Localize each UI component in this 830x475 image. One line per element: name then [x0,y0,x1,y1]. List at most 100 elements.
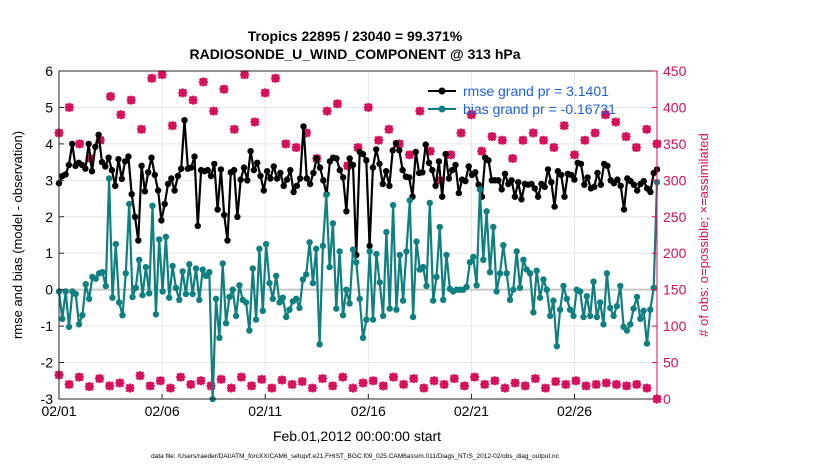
rmse-point [647,188,654,196]
rmse-point [313,155,320,162]
rmse-point [432,182,439,189]
bias-point [493,288,500,295]
legend-bias-label: bias grand pr = -0.16731 [463,101,616,117]
rmse-point [396,147,403,154]
bias-point [623,327,631,334]
rmse-point [62,171,69,178]
rmse-point [98,158,106,166]
obs-assimilated-point [600,110,610,120]
obs-assimilated-point [642,124,652,134]
obs-assimilated-point [510,378,520,388]
bias-point [319,242,327,250]
bias-point [473,282,480,289]
obs-assimilated-point [209,106,219,116]
rmse-point [386,182,393,189]
bias-point [560,282,567,290]
obs-assimilated-point [188,95,198,105]
rmse-point [135,237,142,244]
x-tick-label: 02/11 [248,403,282,419]
obs-assimilated-point [257,374,267,384]
bias-point [329,220,337,227]
obs-assimilated-point [405,150,415,160]
bias-point [219,260,226,267]
bias-point [349,246,357,253]
obs-assimilated-point [136,124,146,134]
rmse-point [594,169,601,177]
bias-point [516,284,524,291]
bias-point [476,186,484,193]
obs-assimilated-point [178,88,188,98]
obs-assimilated-point [95,374,105,384]
obs-assimilated-point [116,110,126,120]
obs-assimilated-point [528,128,538,138]
bias-point [122,270,129,277]
bias-point [249,265,256,272]
y-left-tick-label: 6 [45,63,53,79]
bias-point [172,284,180,291]
bias-point [510,286,517,293]
rmse-point [597,181,604,188]
obs-assimilated-point [611,379,621,389]
bias-point [293,295,300,302]
rmse-point [293,182,301,189]
rmse-point [442,150,449,158]
rmse-point [85,140,92,148]
rmse-point [128,191,135,198]
y-left-tick-label: 5 [45,99,53,115]
bias-point [242,299,250,306]
bias-point [597,299,604,306]
bias-point [129,293,136,301]
y-right-tick-label: 200 [663,245,687,261]
bias-point [226,293,233,301]
obs-assimilated-point [541,383,551,393]
obs-assimilated-point [318,374,328,384]
data-file-footnote: data file: /Users/raeder/DAI/ATM_forcXX/… [151,453,560,460]
rmse-point [250,166,258,174]
obs-assimilated-point [470,372,480,382]
obs-assimilated-point [219,84,229,94]
obs-assimilated-point [611,117,621,127]
rmse-point [336,166,343,174]
legend-rmse-label: rmse grand pr = 3.1401 [463,83,609,99]
bias-point [389,201,397,209]
obs-assimilated-point [621,132,631,142]
obs-assimilated-point [571,376,581,386]
obs-assimilated-point [105,381,115,391]
bias-point [256,245,263,252]
bias-point [436,223,443,231]
rmse-point [105,154,112,161]
bias-point [85,295,93,302]
y-right-tick-label: 350 [663,136,687,152]
obs-assimilated-point [419,383,429,393]
rmse-point [221,211,228,219]
bias-point [105,175,113,182]
bias-point [259,307,266,314]
bias-point [82,281,89,288]
obs-assimilated-point [155,376,165,386]
rmse-point [634,187,641,194]
bias-point [443,251,450,259]
rmse-point [88,168,96,175]
legend-bias-marker [438,105,446,113]
bias-point [563,295,570,302]
rmse-point [178,165,185,172]
obs-assimilated-point [500,383,510,393]
bias-point [530,309,537,316]
bias-point [189,290,196,298]
obs-assimilated-point [277,375,287,385]
rmse-point [283,176,291,183]
bias-point [283,313,290,321]
rmse-point [617,182,624,189]
obs-assimilated-point [147,73,157,83]
bias-point [383,228,390,236]
rmse-point [640,177,647,185]
obs-assimilated-point [307,383,317,393]
obs-assimilated-point [196,376,206,386]
bias-point [466,259,474,266]
bias-point [142,263,150,271]
rmse-point [217,166,225,173]
obs-assimilated-point [267,383,277,393]
bias-point [600,321,607,328]
obs-assimilated-point [449,374,459,384]
rmse-point [544,166,552,173]
